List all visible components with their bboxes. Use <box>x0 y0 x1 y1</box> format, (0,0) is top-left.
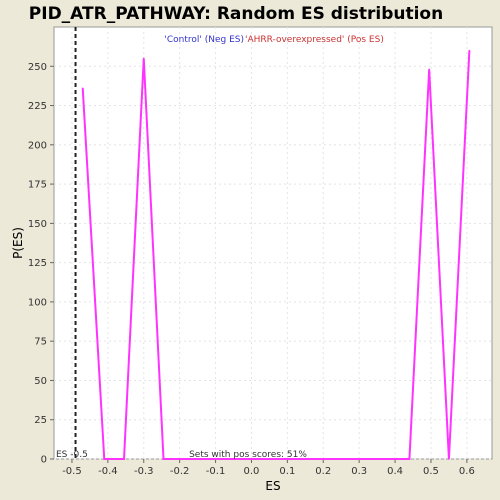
series-line-0 <box>81 50 471 460</box>
series-point <box>468 49 471 52</box>
axis-ticks: -0.5 -0.4 -0.3 -0.2 -0.1 0.0 0.1 0.2 0.3 0.4 0.5 0.… <box>28 62 475 477</box>
y-tick-label: 250 <box>28 62 47 73</box>
chart-title: PID_ATR_PATHWAY: Random ES distribution <box>29 4 443 24</box>
plot-area <box>53 26 493 460</box>
x-tick-label: -0.4 <box>98 466 118 477</box>
series-point <box>103 458 106 460</box>
series-point <box>123 458 125 460</box>
series-point <box>162 458 165 460</box>
y-tick-label: 25 <box>34 415 47 426</box>
y-axis-label: P(ES) <box>11 227 25 259</box>
x-tick-label: 0.0 <box>244 466 260 477</box>
x-tick-label: -0.1 <box>206 466 226 477</box>
series-point <box>250 458 253 460</box>
legend-neg-label: 'Control' (Neg ES) <box>164 35 244 45</box>
y-tick-label: 150 <box>28 219 47 230</box>
y-tick-label: 225 <box>28 101 47 112</box>
series-point <box>448 458 450 460</box>
x-tick-label: 0.4 <box>387 466 403 477</box>
series-point <box>142 57 145 60</box>
series-layer <box>81 49 471 460</box>
x-tick-label: 0.6 <box>459 466 475 477</box>
x-axis-label: ES <box>265 479 280 493</box>
series-point <box>428 68 430 71</box>
y-tick-label: 200 <box>28 140 47 151</box>
x-tick-label: 0.3 <box>351 466 367 477</box>
x-tick-label: -0.5 <box>62 466 82 477</box>
y-tick-label: 75 <box>34 337 47 348</box>
pos-scores-annotation: Sets with pos scores: 51% <box>189 450 307 460</box>
y-tick-label: 175 <box>28 180 47 191</box>
x-tick-label: -0.3 <box>134 466 154 477</box>
series-point <box>408 458 411 460</box>
x-tick-label: -0.2 <box>170 466 190 477</box>
x-tick-label: 0.1 <box>279 466 295 477</box>
y-tick-label: 100 <box>28 297 47 308</box>
legend-pos-label: 'AHRR-overexpressed' (Pos ES) <box>245 35 384 45</box>
y-tick-label: 125 <box>28 258 47 269</box>
y-tick-label: 0 <box>41 455 47 466</box>
y-tick-label: 50 <box>34 376 47 387</box>
es-line-label: ES -0.5 <box>56 450 88 460</box>
x-tick-label: 0.5 <box>423 466 439 477</box>
x-tick-label: 0.2 <box>315 466 331 477</box>
series-point <box>81 87 84 90</box>
